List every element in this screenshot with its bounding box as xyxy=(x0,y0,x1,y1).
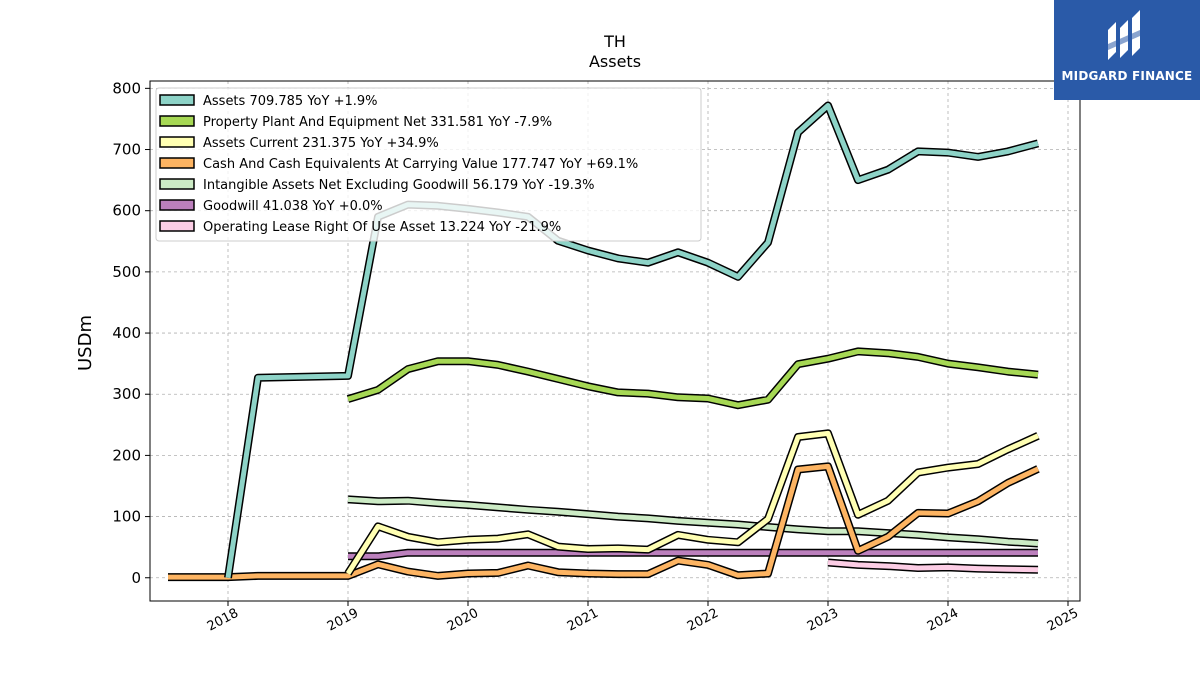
y-tick-label: 100 xyxy=(112,508,141,526)
series-cash-and-cash-equivalents-at-carrying-value xyxy=(168,462,1040,582)
x-tick-label: 2021 xyxy=(565,606,601,635)
legend-swatch xyxy=(159,136,195,148)
chart-subtitle: Assets xyxy=(589,52,641,71)
chart-title: TH xyxy=(603,32,626,51)
series-operating-lease-right-of-use-asset xyxy=(827,558,1039,574)
x-tick-label: 2018 xyxy=(205,606,241,635)
y-tick-label: 200 xyxy=(112,446,141,464)
y-axis-label: USDm xyxy=(75,315,96,371)
series-intangible-assets-net-excluding-goodwill xyxy=(347,495,1039,548)
legend-swatch xyxy=(159,199,195,211)
x-tick-label: 2019 xyxy=(325,606,361,635)
x-tick-label: 2022 xyxy=(685,606,721,635)
x-tick-label: 2025 xyxy=(1045,606,1081,635)
brand-logo-icon xyxy=(1108,10,1140,60)
y-tick-label: 400 xyxy=(112,324,141,342)
series-line xyxy=(347,496,1039,546)
series-line xyxy=(348,550,1038,559)
legend-label: Property Plant And Equipment Net 331.581… xyxy=(203,115,552,130)
x-tick-label: 2024 xyxy=(925,606,961,635)
brand-logo-text: MIDGARD FINANCE xyxy=(1061,69,1193,83)
legend-label: Intangible Assets Net Excluding Goodwill… xyxy=(203,178,594,193)
legend-box xyxy=(155,87,702,242)
y-tick-label: 500 xyxy=(112,263,141,281)
legend-swatch xyxy=(159,94,195,106)
plot-frame xyxy=(149,80,1081,602)
series-property-plant-and-equipment-net xyxy=(346,347,1039,410)
legend-label: Assets 709.785 YoY +1.9% xyxy=(203,94,378,109)
y-tick-label: 0 xyxy=(131,569,141,587)
series-assets-current xyxy=(344,429,1040,576)
x-tick-label: 2023 xyxy=(805,606,841,635)
legend-label: Goodwill 41.038 YoY +0.0% xyxy=(203,199,383,214)
legend-swatch xyxy=(159,178,195,190)
legend-label: Operating Lease Right Of Use Asset 13.22… xyxy=(203,220,561,235)
series-line xyxy=(827,560,1039,573)
series-line xyxy=(347,348,1039,408)
legend-swatch xyxy=(159,157,195,169)
y-tick-label: 800 xyxy=(112,79,141,97)
legend-label: Cash And Cash Equivalents At Carrying Va… xyxy=(203,157,638,172)
y-tick-label: 700 xyxy=(112,141,141,159)
y-tick-label: 300 xyxy=(112,385,141,403)
legend-swatch xyxy=(159,220,195,232)
series-line xyxy=(345,430,1040,575)
x-tick-label: 2020 xyxy=(445,606,481,635)
legend: Assets 709.785 YoY +1.9% Property Plant A… xyxy=(155,87,702,242)
legend-swatch xyxy=(159,115,195,127)
brand-logo: MIDGARD FINANCE xyxy=(1054,0,1200,100)
series-goodwill xyxy=(348,548,1038,561)
y-tick-label: 600 xyxy=(112,202,141,220)
series-line xyxy=(168,463,1040,580)
legend-label: Assets Current 231.375 YoY +34.9% xyxy=(203,136,439,151)
